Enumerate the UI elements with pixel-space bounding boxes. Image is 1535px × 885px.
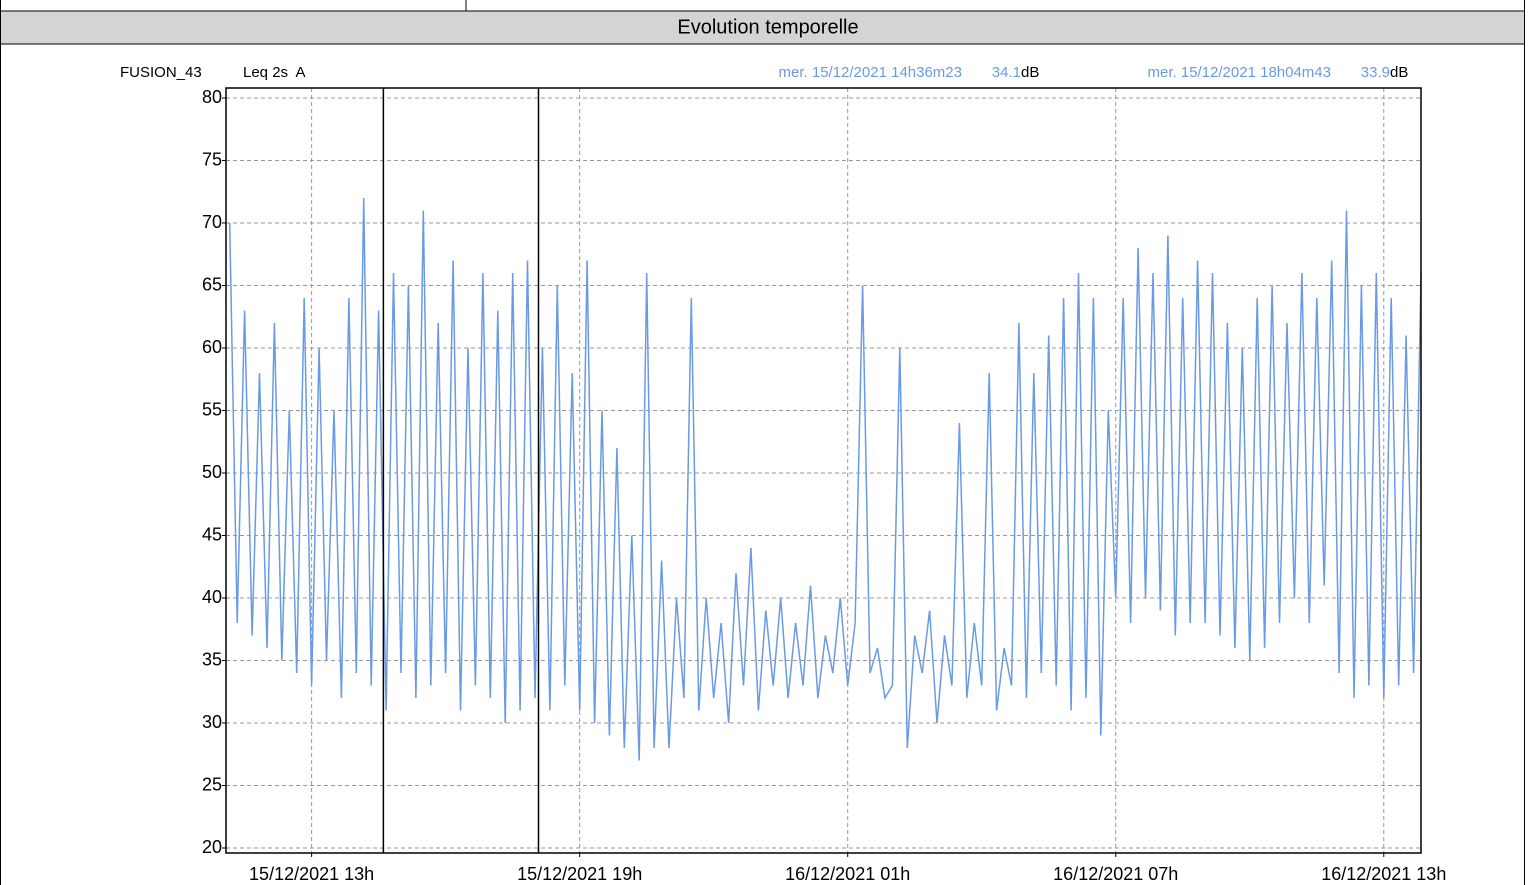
- source-label: FUSION_43: [120, 64, 202, 81]
- cursor-value: 33.9: [1361, 64, 1390, 81]
- y-tick-label: 70: [202, 212, 222, 232]
- y-tick-label: 60: [202, 337, 222, 357]
- header-title: Evolution temporelle: [677, 16, 858, 38]
- plot-frame: [225, 87, 1422, 854]
- measure-label: Leq 2s A: [243, 64, 306, 81]
- top-strip: [0, 0, 1525, 12]
- y-tick-label: 80: [202, 87, 222, 107]
- y-tick-label: 30: [202, 712, 222, 732]
- x-tick-label: 16/12/2021 01h: [785, 864, 910, 884]
- y-tick-label: 75: [202, 149, 222, 169]
- y-tick-label: 50: [202, 462, 222, 482]
- x-tick-label: 16/12/2021 13h: [1321, 864, 1446, 884]
- series-line: [228, 197, 1422, 761]
- header-bar: [0, 10, 1525, 45]
- cursor-time: mer. 15/12/2021 14h36m23: [779, 64, 962, 81]
- cursor-unit: dB: [1390, 64, 1408, 81]
- x-tick-label: 15/12/2021 13h: [249, 864, 374, 884]
- y-tick-label: 25: [202, 774, 222, 794]
- cursor-value: 34.1: [992, 64, 1021, 81]
- y-tick-label: 35: [202, 649, 222, 669]
- y-tick-label: 45: [202, 524, 222, 544]
- y-tick-label: 65: [202, 274, 222, 294]
- y-tick-label: 20: [202, 837, 222, 857]
- x-tick-label: 15/12/2021 19h: [517, 864, 642, 884]
- x-tick-label: 16/12/2021 07h: [1053, 864, 1178, 884]
- y-tick-label: 40: [202, 587, 222, 607]
- cursor-time: mer. 15/12/2021 18h04m43: [1148, 64, 1331, 81]
- cursor-unit: dB: [1021, 64, 1039, 81]
- y-tick-label: 55: [202, 399, 222, 419]
